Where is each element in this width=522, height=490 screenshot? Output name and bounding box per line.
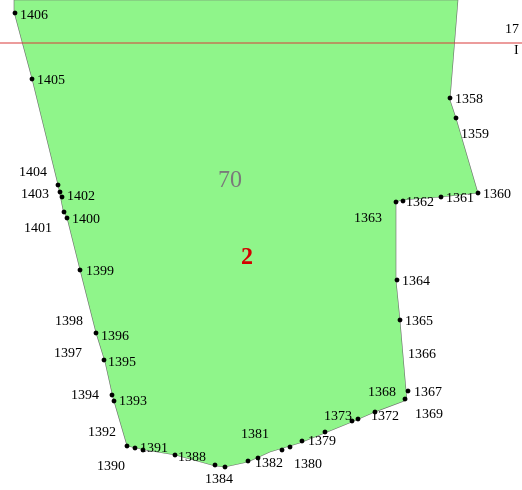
edge-label-i: I bbox=[514, 43, 519, 58]
point-1404 bbox=[55, 182, 61, 188]
label-1364: 1364 bbox=[402, 274, 430, 289]
point-1359 bbox=[453, 115, 459, 121]
point-1368 bbox=[402, 396, 408, 402]
point-labels: 1406 1405 1404 1403 1402 1401 1400 1399 … bbox=[19, 8, 511, 487]
label-1406: 1406 bbox=[20, 8, 48, 23]
label-1393: 1393 bbox=[119, 394, 147, 409]
point-1378 bbox=[322, 429, 328, 435]
survey-points bbox=[12, 10, 481, 470]
label-1398: 1398 bbox=[55, 314, 83, 329]
point-1380 bbox=[287, 444, 293, 450]
point-1403 bbox=[57, 189, 63, 195]
point-1395 bbox=[101, 357, 107, 363]
label-1372: 1372 bbox=[371, 409, 399, 424]
point-1364 bbox=[394, 277, 400, 283]
point-1384a bbox=[212, 462, 218, 468]
point-1388 bbox=[172, 452, 178, 458]
label-1368: 1368 bbox=[368, 385, 396, 400]
label-1358: 1358 bbox=[455, 92, 483, 107]
point-1405 bbox=[29, 76, 35, 82]
point-1372 bbox=[372, 409, 378, 415]
label-1405: 1405 bbox=[37, 73, 65, 88]
label-1382: 1382 bbox=[255, 456, 283, 471]
point-1373b bbox=[355, 416, 361, 422]
label-1388: 1388 bbox=[178, 450, 206, 465]
label-1390: 1390 bbox=[97, 459, 125, 474]
label-1361: 1361 bbox=[446, 191, 474, 206]
point-1362 bbox=[400, 198, 406, 204]
label-1402: 1402 bbox=[67, 189, 95, 204]
label-1359: 1359 bbox=[461, 127, 489, 142]
point-1400 bbox=[64, 215, 70, 221]
point-1373 bbox=[349, 418, 355, 424]
point-1392 bbox=[124, 443, 130, 449]
point-1391 bbox=[132, 445, 138, 451]
point-1382b bbox=[255, 455, 261, 461]
point-1365 bbox=[397, 317, 403, 323]
label-1400: 1400 bbox=[72, 212, 100, 227]
point-1358 bbox=[447, 95, 453, 101]
point-1360 bbox=[475, 190, 481, 196]
parcel-number: 2 bbox=[241, 244, 253, 270]
label-1399: 1399 bbox=[86, 264, 114, 279]
point-1379 bbox=[299, 438, 305, 444]
label-1394: 1394 bbox=[71, 388, 99, 403]
point-1393 bbox=[111, 398, 117, 404]
point-1384 bbox=[222, 464, 228, 470]
label-1366: 1366 bbox=[408, 347, 436, 362]
point-1363 bbox=[393, 199, 399, 205]
label-1396: 1396 bbox=[101, 329, 129, 344]
zone-label: 70 bbox=[218, 167, 242, 193]
label-1404: 1404 bbox=[19, 165, 47, 180]
point-1399 bbox=[77, 267, 83, 273]
label-1379: 1379 bbox=[308, 434, 336, 449]
point-1402 bbox=[59, 194, 65, 200]
point-1396 bbox=[93, 330, 99, 336]
point-1367 bbox=[405, 388, 411, 394]
label-1403: 1403 bbox=[21, 187, 49, 202]
label-1369: 1369 bbox=[415, 407, 443, 422]
point-1382 bbox=[245, 458, 251, 464]
label-1367: 1367 bbox=[414, 385, 442, 400]
label-1395: 1395 bbox=[108, 355, 136, 370]
label-1384: 1384 bbox=[205, 472, 233, 487]
label-1397: 1397 bbox=[54, 346, 82, 361]
point-1406 bbox=[12, 10, 18, 16]
label-1401: 1401 bbox=[24, 221, 52, 236]
label-1373: 1373 bbox=[324, 409, 352, 424]
point-1394 bbox=[109, 392, 115, 398]
label-1381: 1381 bbox=[241, 427, 269, 442]
edge-label-17: 17 bbox=[505, 22, 519, 37]
label-1391: 1391 bbox=[140, 441, 168, 456]
point-1361 bbox=[438, 194, 444, 200]
label-1363: 1363 bbox=[354, 211, 382, 226]
point-1381 bbox=[279, 447, 285, 453]
point-1401 bbox=[61, 209, 67, 215]
label-1360: 1360 bbox=[483, 187, 511, 202]
label-1392: 1392 bbox=[88, 425, 116, 440]
label-1380: 1380 bbox=[294, 457, 322, 472]
label-1362: 1362 bbox=[406, 195, 434, 210]
point-1391b bbox=[140, 447, 146, 453]
label-1365: 1365 bbox=[405, 314, 433, 329]
